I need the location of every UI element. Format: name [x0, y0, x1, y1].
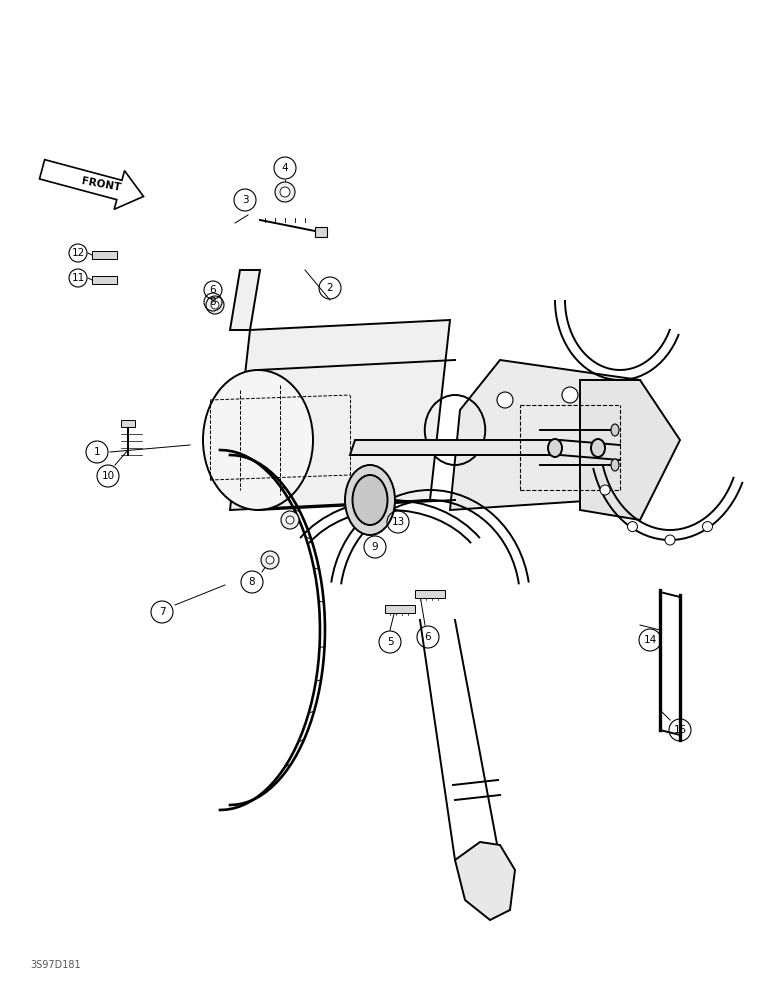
- Circle shape: [628, 522, 638, 532]
- Polygon shape: [580, 380, 680, 520]
- Ellipse shape: [353, 475, 388, 525]
- Ellipse shape: [548, 439, 562, 457]
- FancyBboxPatch shape: [415, 590, 445, 598]
- Circle shape: [665, 535, 675, 545]
- Circle shape: [266, 556, 274, 564]
- Text: 10: 10: [101, 471, 114, 481]
- Text: 6: 6: [210, 285, 216, 295]
- Circle shape: [206, 296, 224, 314]
- Circle shape: [211, 301, 219, 309]
- Text: 7: 7: [159, 607, 165, 617]
- Ellipse shape: [591, 439, 605, 457]
- Polygon shape: [230, 270, 260, 330]
- Circle shape: [600, 485, 610, 495]
- Text: 8: 8: [210, 297, 216, 307]
- Polygon shape: [455, 842, 515, 920]
- Ellipse shape: [611, 424, 619, 436]
- Polygon shape: [350, 440, 560, 455]
- Text: 3: 3: [242, 195, 249, 205]
- Circle shape: [497, 392, 513, 408]
- Text: 4: 4: [282, 163, 288, 173]
- Polygon shape: [230, 320, 450, 510]
- Text: 6: 6: [425, 632, 432, 642]
- Circle shape: [562, 387, 578, 403]
- Circle shape: [275, 182, 295, 202]
- Circle shape: [261, 551, 279, 569]
- Text: FRONT: FRONT: [80, 177, 121, 193]
- Circle shape: [280, 187, 290, 197]
- Polygon shape: [450, 360, 640, 510]
- Text: 13: 13: [391, 517, 405, 527]
- Ellipse shape: [345, 465, 395, 535]
- Polygon shape: [39, 160, 144, 209]
- Text: 8: 8: [249, 577, 256, 587]
- Text: 9: 9: [371, 542, 378, 552]
- Text: 11: 11: [71, 273, 85, 283]
- FancyBboxPatch shape: [384, 605, 415, 613]
- Text: 15: 15: [673, 725, 686, 735]
- Text: 1: 1: [93, 447, 100, 457]
- Text: 2: 2: [327, 283, 334, 293]
- Ellipse shape: [203, 370, 313, 510]
- Circle shape: [286, 516, 294, 524]
- FancyBboxPatch shape: [120, 420, 135, 427]
- FancyBboxPatch shape: [92, 276, 117, 284]
- Text: 5: 5: [387, 637, 393, 647]
- Text: 3S97D181: 3S97D181: [30, 960, 80, 970]
- FancyBboxPatch shape: [315, 227, 327, 237]
- FancyBboxPatch shape: [92, 251, 117, 259]
- Circle shape: [281, 511, 299, 529]
- Circle shape: [703, 522, 713, 532]
- Text: 12: 12: [71, 248, 85, 258]
- Text: 14: 14: [643, 635, 657, 645]
- Ellipse shape: [611, 459, 619, 471]
